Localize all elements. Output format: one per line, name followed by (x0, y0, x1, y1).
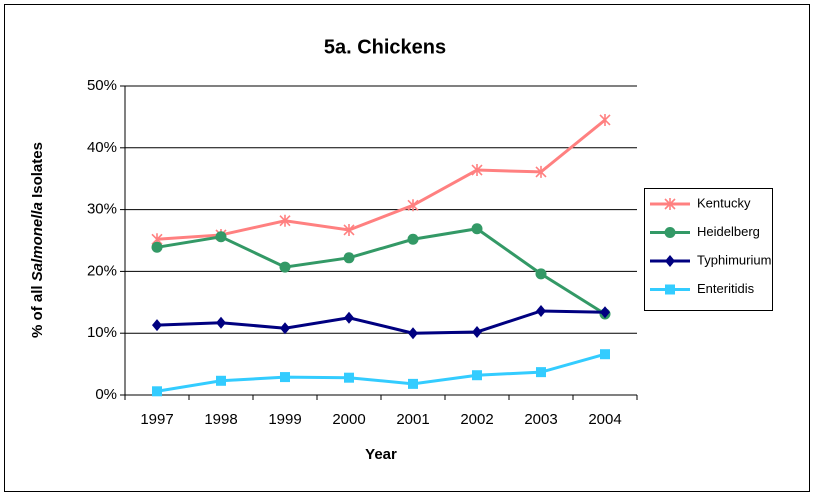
x-tick-label: 2002 (460, 411, 493, 428)
legend-marker (664, 227, 676, 238)
marker (471, 223, 483, 235)
y-tick-label: 50% (87, 77, 117, 94)
y-tick-label: 10% (87, 324, 117, 341)
series-line (156, 118, 606, 241)
legend-marker (665, 284, 675, 295)
legend-marker (665, 255, 675, 267)
x-tick-label: 2004 (588, 411, 621, 428)
marker (280, 372, 290, 383)
marker (343, 252, 355, 264)
series-line (156, 352, 606, 393)
x-tick-label: 1997 (140, 411, 173, 428)
y-axis-title-part: Salmonella (29, 202, 46, 281)
x-tick-label: 1998 (204, 411, 237, 428)
y-axis-title-part: Isolates (29, 142, 46, 202)
legend-label: Kentucky (697, 195, 751, 210)
x-tick-label: 2001 (396, 411, 429, 428)
y-tick-label: 30% (87, 201, 117, 218)
marker (599, 113, 611, 126)
marker (471, 164, 483, 177)
marker (536, 367, 546, 378)
marker (408, 327, 418, 340)
legend-label: Typhimurium (697, 252, 771, 267)
y-axis-title-part: % of all (29, 281, 46, 338)
y-tick-label: 0% (95, 386, 117, 403)
marker (600, 306, 610, 319)
marker (472, 325, 482, 338)
chart-title: 5a. Chickens (324, 36, 446, 58)
marker (152, 386, 162, 397)
marker (407, 199, 419, 212)
marker (279, 214, 291, 227)
marker (535, 268, 547, 280)
marker (344, 372, 354, 383)
marker (280, 322, 290, 335)
series-line (156, 309, 606, 335)
x-tick-label: 2000 (332, 411, 365, 428)
marker (408, 378, 418, 389)
marker (536, 304, 546, 317)
y-axis-title: % of all Salmonella Isolates (29, 142, 46, 338)
marker (600, 349, 610, 360)
marker (472, 370, 482, 381)
x-tick-label: 1999 (268, 411, 301, 428)
marker (279, 261, 291, 273)
marker (216, 316, 226, 329)
x-tick-label: 2003 (524, 411, 557, 428)
marker (343, 223, 355, 236)
y-tick-label: 20% (87, 262, 117, 279)
marker (151, 241, 163, 253)
marker (344, 311, 354, 324)
marker (535, 165, 547, 178)
y-tick-label: 40% (87, 139, 117, 156)
plot-area (125, 86, 637, 395)
legend-label: Enteritidis (697, 281, 755, 296)
marker (216, 375, 226, 386)
marker (407, 233, 419, 245)
legend-marker (664, 198, 676, 210)
series-line (156, 227, 606, 316)
marker (152, 319, 162, 332)
marker (215, 231, 227, 243)
x-axis-title: Year (365, 446, 397, 463)
legend-label: Heidelberg (697, 224, 760, 239)
